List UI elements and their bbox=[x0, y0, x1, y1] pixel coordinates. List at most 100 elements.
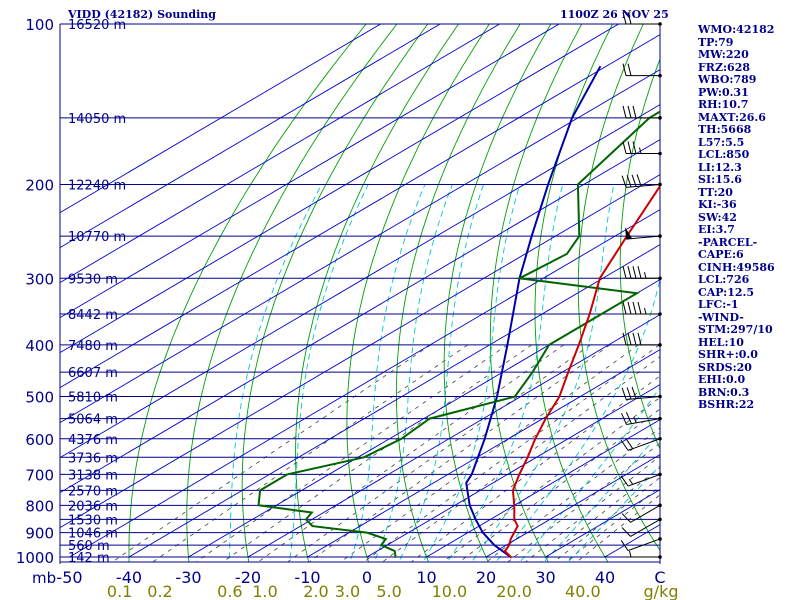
wind-barb bbox=[621, 174, 662, 188]
chart-title: VIDD (42182) Sounding bbox=[68, 8, 216, 21]
temperature-tick-label: -50 bbox=[56, 568, 82, 587]
isotherm-line bbox=[188, 279, 660, 558]
index-item: SHR+:0.0 bbox=[698, 348, 758, 361]
wind-barb-flag bbox=[631, 386, 637, 399]
mixing-ratio-label: 5.0 bbox=[376, 582, 401, 600]
mixing-ratio-lines bbox=[111, 344, 660, 562]
pressure-label: 600 bbox=[25, 431, 54, 449]
index-item: TT:20 bbox=[698, 185, 733, 199]
temperature-tick-label: -30 bbox=[175, 568, 201, 587]
index-item: BRN:0.3 bbox=[698, 385, 750, 399]
height-label: 10770 m bbox=[68, 230, 126, 245]
temperature-tick-label: 20 bbox=[476, 568, 496, 587]
moist-adiabat bbox=[373, 184, 453, 562]
isotherm-line bbox=[60, 24, 619, 354]
wind-barb-flag bbox=[637, 332, 642, 346]
height-label: 2036 m bbox=[68, 499, 118, 514]
mixing-ratio-line bbox=[308, 344, 611, 562]
pressure-label: 200 bbox=[25, 176, 54, 194]
moist-adiabat bbox=[470, 184, 615, 562]
index-item: FRZ:628 bbox=[698, 60, 751, 74]
wind-barb bbox=[621, 517, 662, 537]
wind-barb-flag bbox=[621, 527, 631, 537]
stability-indices: WMO:42182 TP:79 MW:220 FRZ:628 WBO:789 PW:0.3… bbox=[698, 23, 798, 412]
wind-barb-flag bbox=[632, 301, 637, 315]
mixing-ratio-line bbox=[363, 344, 660, 562]
height-label: 14050 m bbox=[68, 112, 126, 127]
isotherm-line bbox=[60, 24, 381, 214]
height-label: 1046 m bbox=[68, 527, 118, 542]
wind-barb bbox=[620, 472, 662, 487]
mixing-ratio-line bbox=[442, 396, 660, 562]
valid-time: 1100Z 26 NOV 25 bbox=[560, 8, 669, 21]
mixing-ratio-label: 0.6 bbox=[217, 582, 242, 600]
wind-barb-half-flag bbox=[629, 550, 632, 558]
dry-adiabat bbox=[186, 24, 398, 562]
wind-barb bbox=[621, 503, 662, 523]
mixing-ratio-label: 1.0 bbox=[252, 582, 277, 600]
index-item: L57:5.5 bbox=[698, 135, 745, 149]
temperature-tick-label: -40 bbox=[116, 568, 142, 587]
wind-barb-flag bbox=[627, 105, 632, 118]
mixing-ratio-line bbox=[286, 344, 591, 562]
wind-barb-flag bbox=[632, 266, 637, 279]
temperature-line bbox=[503, 184, 660, 559]
isobars bbox=[59, 23, 661, 564]
height-label: 142 m bbox=[68, 551, 110, 566]
height-label: 7480 m bbox=[68, 339, 118, 354]
wind-barb-shaft bbox=[627, 473, 661, 487]
wind-barb-flag bbox=[621, 413, 627, 425]
wind-barb bbox=[622, 332, 662, 347]
index-item: -PARCEL- bbox=[698, 235, 758, 249]
wind-barb-flag bbox=[621, 175, 627, 188]
wind-barb bbox=[625, 227, 662, 240]
wind-barb-flag bbox=[627, 266, 632, 279]
wind-barb bbox=[620, 537, 662, 552]
wind-barb-half-flag bbox=[644, 272, 647, 279]
wind-barb-flag bbox=[622, 11, 627, 25]
wind-barb-flag bbox=[622, 301, 627, 315]
wind-barb bbox=[622, 11, 662, 26]
wind-barb-half-flag bbox=[633, 416, 637, 423]
temperature-tick-label: -20 bbox=[235, 568, 261, 587]
isotherm-line bbox=[128, 244, 660, 558]
wind-barb-flag bbox=[632, 141, 637, 154]
wind-barb-flag bbox=[622, 141, 627, 154]
wind-barb-flag bbox=[637, 266, 642, 279]
wind-barb-flag bbox=[627, 63, 632, 76]
wind-barb-flag bbox=[631, 174, 637, 187]
mixing-ratio-line bbox=[576, 494, 660, 562]
index-item: KI:-36 bbox=[698, 198, 737, 211]
mixing-ratio-label: 0.2 bbox=[147, 582, 172, 600]
index-item: MAXT:26.6 bbox=[698, 110, 766, 124]
wind-barb-shaft bbox=[626, 418, 661, 426]
wind-barb-flag bbox=[621, 513, 631, 523]
temperature-tick-label: -10 bbox=[294, 568, 320, 587]
height-label: 16520 m bbox=[68, 18, 126, 33]
isotherm-line bbox=[366, 384, 660, 558]
wind-barb-shaft bbox=[626, 396, 661, 401]
height-label: 4376 m bbox=[68, 433, 118, 448]
mixing-ratio-line bbox=[458, 408, 660, 562]
wind-barb bbox=[621, 412, 662, 426]
wind-barb-flag bbox=[625, 438, 634, 449]
pressure-label: 400 bbox=[25, 337, 54, 355]
index-item: SI:15.6 bbox=[698, 173, 742, 186]
mixing-ratio-line bbox=[339, 344, 639, 562]
height-label: 8442 m bbox=[68, 308, 118, 323]
isotherm-line bbox=[60, 69, 660, 424]
wind-barb-flag bbox=[620, 540, 629, 551]
mixing-ratio-label: 40.0 bbox=[565, 582, 601, 600]
wind-barb-shaft bbox=[627, 538, 661, 552]
height-label: 5064 m bbox=[68, 413, 118, 428]
wind-barb-pennant bbox=[625, 227, 633, 240]
wind-barb-flag bbox=[632, 105, 637, 118]
wind-barb bbox=[622, 301, 662, 316]
wind-barb-flag bbox=[626, 387, 632, 400]
index-item: WMO:42182 bbox=[698, 23, 775, 36]
mixing-ratio-line bbox=[257, 344, 564, 562]
index-item: RH:10.7 bbox=[698, 98, 749, 111]
pressure-unit-label: mb bbox=[32, 569, 56, 587]
moist-adiabat bbox=[349, 184, 426, 562]
pressure-label: 800 bbox=[25, 497, 54, 515]
